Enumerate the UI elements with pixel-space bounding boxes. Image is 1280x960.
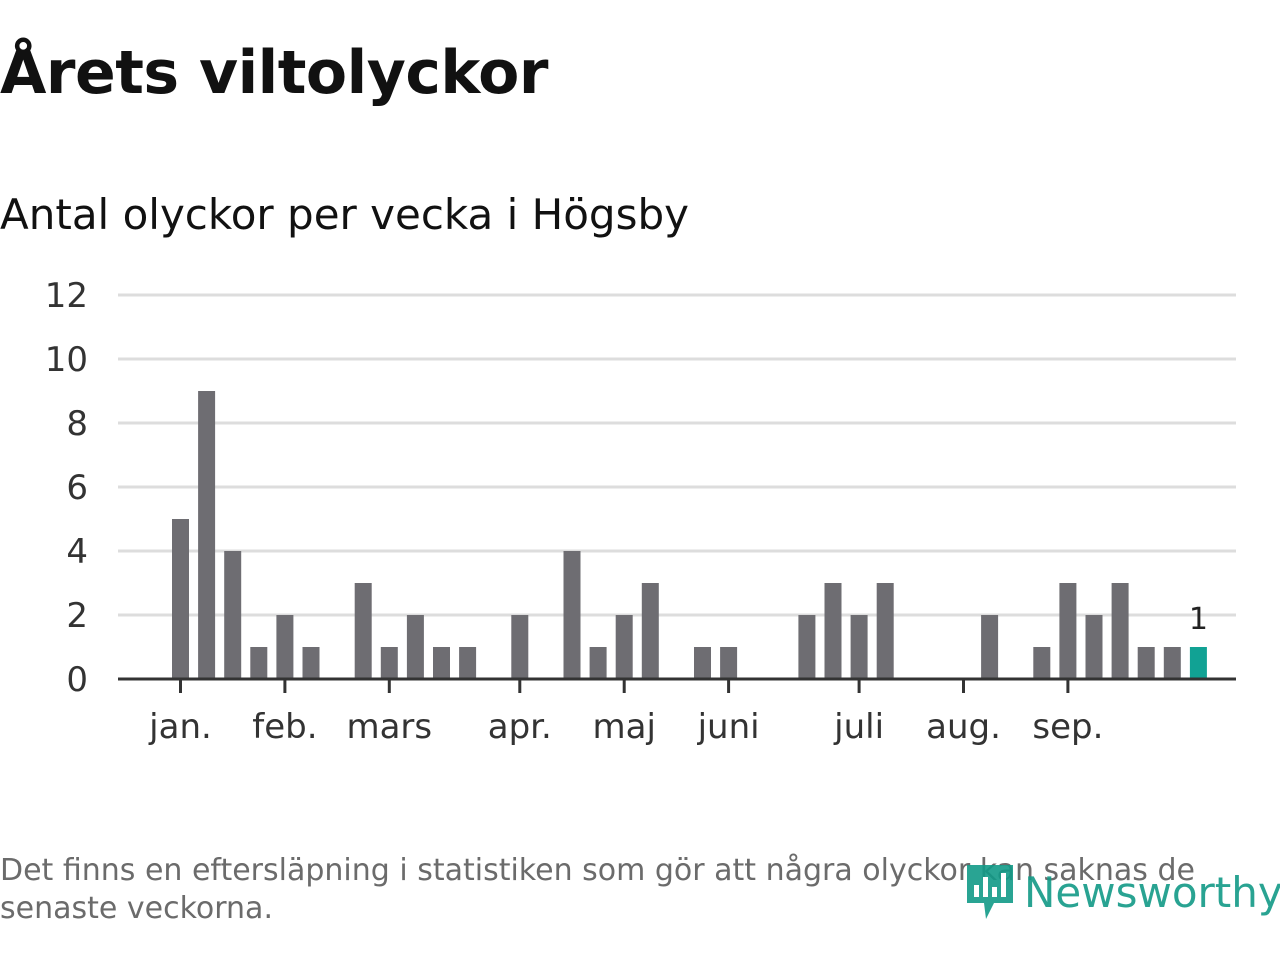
x-tick-label: aug. xyxy=(926,707,1001,747)
bar xyxy=(981,615,999,679)
bar xyxy=(850,615,868,679)
bar xyxy=(563,551,581,679)
bar xyxy=(511,615,529,679)
bar xyxy=(798,615,816,679)
bar xyxy=(406,615,424,679)
x-tick-label: jan. xyxy=(148,707,212,747)
bar xyxy=(1085,615,1103,679)
x-tick-label: maj xyxy=(592,707,655,747)
y-tick-label: 8 xyxy=(66,404,88,444)
bar xyxy=(824,583,842,679)
x-tick-label: juni xyxy=(697,707,760,747)
bar xyxy=(1033,647,1051,679)
bar-current-week xyxy=(1189,647,1207,679)
y-tick-label: 10 xyxy=(45,340,88,380)
bar xyxy=(641,583,659,679)
chart-title: Årets viltolyckor xyxy=(0,38,549,108)
data-label: 1 xyxy=(1189,602,1208,637)
bar xyxy=(1111,583,1129,679)
bar xyxy=(459,647,477,679)
bar xyxy=(250,647,268,679)
bar xyxy=(198,391,216,679)
bar xyxy=(380,647,398,679)
bar xyxy=(276,615,294,679)
bar xyxy=(615,615,633,679)
bar xyxy=(224,551,242,679)
bar xyxy=(354,583,372,679)
brand-name: Newsworthy xyxy=(1024,867,1280,917)
bar xyxy=(302,647,320,679)
y-tick-label: 6 xyxy=(66,468,88,508)
y-tick-label: 12 xyxy=(45,276,88,316)
bar xyxy=(433,647,450,679)
bar xyxy=(589,647,607,679)
bar xyxy=(876,583,894,679)
brand-logo[interactable]: Newsworthy xyxy=(964,858,1280,926)
x-tick-label: apr. xyxy=(488,707,552,747)
bar xyxy=(1059,583,1077,679)
x-tick-label: sep. xyxy=(1032,707,1103,747)
x-tick-label: feb. xyxy=(252,707,317,747)
x-tick-label: mars xyxy=(346,707,432,747)
y-tick-label: 2 xyxy=(66,596,88,636)
bar xyxy=(1137,647,1155,679)
bar xyxy=(172,519,189,679)
chart-subtitle: Antal olyckor per vecka i Högsby xyxy=(0,190,689,239)
bar-chart: 0 2 4 6 8 10 12 1 jan. feb. mars apr. maj juni juli aug… xyxy=(45,276,1236,747)
bar xyxy=(1163,647,1181,679)
y-tick-label: 4 xyxy=(66,532,88,572)
newsworthy-logo-icon xyxy=(964,857,1016,927)
bar xyxy=(694,647,711,679)
y-tick-label: 0 xyxy=(66,660,88,700)
x-tick-label: juli xyxy=(833,707,884,747)
bar xyxy=(720,647,738,679)
